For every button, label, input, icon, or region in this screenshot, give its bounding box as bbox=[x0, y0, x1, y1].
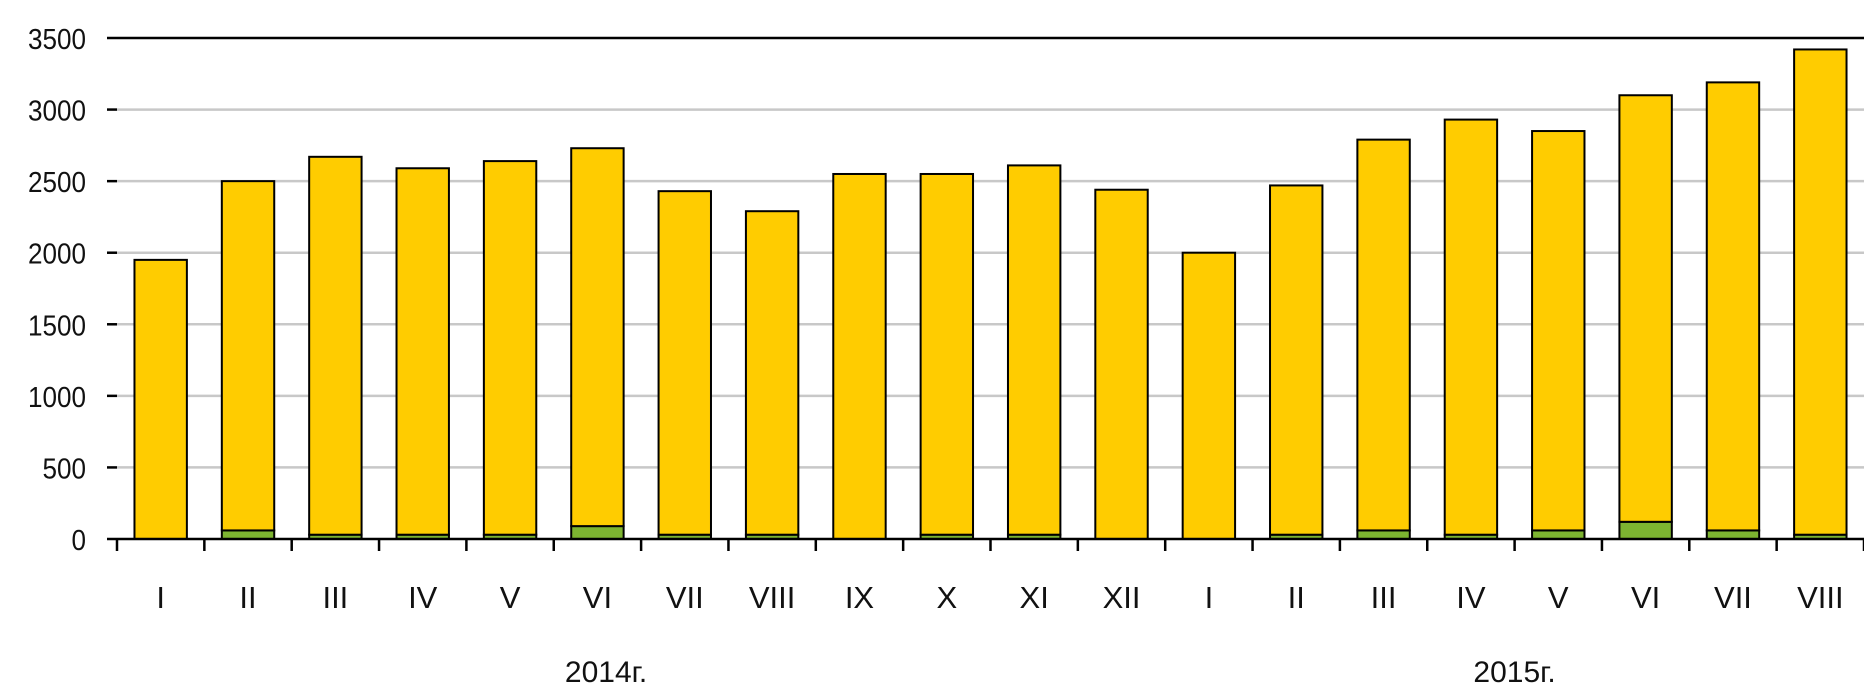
x-tick-label: VIII bbox=[1797, 580, 1844, 615]
x-tick-label: VI bbox=[583, 580, 612, 615]
year-labels: 2014г. 2015г. bbox=[565, 656, 1556, 689]
x-tick-label: IV bbox=[408, 580, 438, 615]
bar-segment-main bbox=[1094, 188, 1149, 541]
x-tick-label: II bbox=[1288, 580, 1305, 615]
x-tick-label: II bbox=[239, 580, 256, 615]
bar-segment-main bbox=[570, 147, 625, 528]
bar-segment-main bbox=[1006, 164, 1062, 536]
y-tick-label: 1500 bbox=[28, 310, 86, 342]
year-group-label: 2015г. bbox=[1473, 656, 1555, 689]
y-tick-label: 2000 bbox=[28, 239, 86, 271]
bar-segment-bottom bbox=[1618, 520, 1673, 541]
axes bbox=[107, 36, 1864, 551]
bar-segment-main bbox=[1356, 138, 1411, 532]
bar-segment-main bbox=[482, 160, 538, 536]
x-tick-label: III bbox=[322, 580, 348, 615]
bar-segment-main bbox=[1443, 118, 1499, 536]
bar-segment-main bbox=[133, 258, 188, 540]
bar-segment-main bbox=[1618, 94, 1673, 523]
y-tick-label: 0 bbox=[72, 525, 87, 557]
x-tick-label: I bbox=[156, 580, 165, 615]
y-tick-labels: 0 500 1000 1500 2000 2500 3000 3500 bbox=[28, 24, 86, 557]
bar-segment-main bbox=[308, 155, 363, 536]
bar-segment-main bbox=[1705, 81, 1761, 532]
y-tick-label: 3000 bbox=[28, 96, 86, 128]
bar-segment-main bbox=[1269, 184, 1324, 536]
bar-segment-bottom bbox=[1531, 529, 1586, 541]
x-tick-label: XI bbox=[1020, 580, 1049, 615]
y-tick-label: 500 bbox=[43, 453, 87, 485]
bar-segment-bottom bbox=[1356, 529, 1411, 541]
x-tick-label: VII bbox=[1714, 580, 1752, 615]
x-tick-label: V bbox=[500, 580, 521, 615]
bar-segment-main bbox=[1793, 48, 1848, 536]
bars bbox=[133, 48, 1848, 541]
x-tick-labels: I II III IV V VI VII VIII IX X XI XII I II III IV V VI VII… bbox=[156, 580, 1843, 615]
x-tick-label: I bbox=[1205, 580, 1214, 615]
y-tick-label: 2500 bbox=[28, 167, 86, 199]
x-tick-label: VII bbox=[666, 580, 704, 615]
bar-segment-main bbox=[744, 210, 800, 536]
x-tick-label: X bbox=[936, 580, 957, 615]
bar-segment-main bbox=[220, 180, 276, 532]
x-tick-label: IX bbox=[845, 580, 875, 615]
x-tick-label: XII bbox=[1103, 580, 1141, 615]
x-tick-label: VIII bbox=[749, 580, 796, 615]
bar-segment-main bbox=[395, 167, 450, 536]
x-tick-label: III bbox=[1371, 580, 1397, 615]
gridlines bbox=[117, 36, 1864, 469]
year-group-label: 2014г. bbox=[565, 656, 647, 689]
x-tick-label: VI bbox=[1631, 580, 1660, 615]
bar-segment-bottom bbox=[220, 529, 276, 541]
bar-segment-main bbox=[832, 172, 887, 540]
x-tick-label: V bbox=[1548, 580, 1569, 615]
bar-segment-main bbox=[1531, 130, 1586, 532]
y-tick-label: 3500 bbox=[28, 24, 86, 56]
bar-segment-main bbox=[657, 190, 712, 536]
bar-segment-main bbox=[919, 172, 975, 536]
bar-segment-main bbox=[1181, 251, 1237, 540]
x-tick-label: IV bbox=[1456, 580, 1486, 615]
bar-segment-bottom bbox=[570, 525, 625, 540]
bar-segment-bottom bbox=[1705, 529, 1761, 541]
y-tick-label: 1000 bbox=[28, 382, 86, 414]
